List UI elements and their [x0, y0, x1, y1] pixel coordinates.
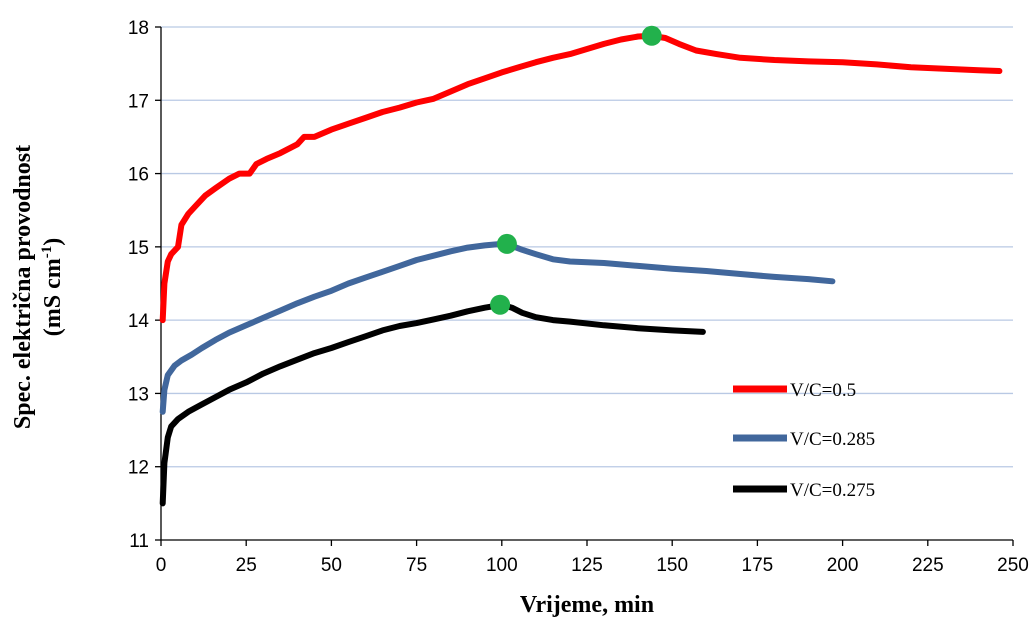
- tick-labels: 11 12 13 14 15 16 17 18 0 25 50 75 100 125 150 175 200 22…: [128, 18, 1029, 576]
- series-lines: [159, 32, 1003, 507]
- legend-label-1: V/C=0.5: [790, 380, 856, 401]
- y-axis-title: Spec. električna provodnost (mS cm-1): [10, 145, 66, 429]
- x-tick-label-50: 50: [321, 555, 342, 576]
- x-axis-title: Vrijeme, min: [520, 592, 654, 618]
- x-tick-label-25: 25: [236, 555, 257, 576]
- x-tick-label-150: 150: [656, 555, 688, 576]
- x-tick-label-225: 225: [912, 555, 944, 576]
- y-tick-label-11: 11: [129, 531, 149, 552]
- x-tick-label-175: 175: [742, 555, 774, 576]
- x-tick-label-100: 100: [486, 555, 518, 576]
- x-tick-label-75: 75: [406, 555, 427, 576]
- legend: V/C=0.5 V/C=0.285 V/C=0.275: [733, 380, 875, 501]
- legend-label-2: V/C=0.285: [790, 429, 875, 450]
- y-tick-label-15: 15: [128, 238, 149, 259]
- peak-marker-2: [496, 233, 517, 254]
- x-tick-label-250: 250: [997, 555, 1029, 576]
- series-line-2: [159, 240, 836, 415]
- y-axis-title-line2: (mS cm-1): [39, 238, 66, 336]
- series-line-3: [159, 301, 706, 507]
- y-axis-unit-pre: (mS cm: [40, 258, 66, 336]
- y-axis-title-line1: Spec. električna provodnost: [10, 145, 36, 429]
- axes: [155, 26, 1014, 546]
- y-tick-label-12: 12: [128, 458, 149, 479]
- series-line-1: [159, 32, 1003, 324]
- y-axis-unit-sup: -1: [39, 246, 55, 259]
- y-tick-label-14: 14: [128, 311, 150, 332]
- x-tick-label-125: 125: [571, 555, 603, 576]
- x-tick-label-200: 200: [827, 555, 859, 576]
- x-tick-label-0: 0: [156, 555, 167, 576]
- legend-label-3: V/C=0.275: [790, 480, 875, 501]
- y-tick-label-17: 17: [128, 91, 149, 112]
- y-axis-unit-post: ): [40, 238, 66, 246]
- peak-markers: [490, 25, 662, 315]
- y-tick-label-13: 13: [128, 384, 149, 405]
- grid-lines: [161, 26, 1013, 468]
- peak-marker-3: [490, 294, 511, 315]
- y-tick-label-18: 18: [128, 18, 149, 39]
- y-tick-label-16: 16: [128, 165, 149, 186]
- peak-marker-1: [641, 25, 662, 46]
